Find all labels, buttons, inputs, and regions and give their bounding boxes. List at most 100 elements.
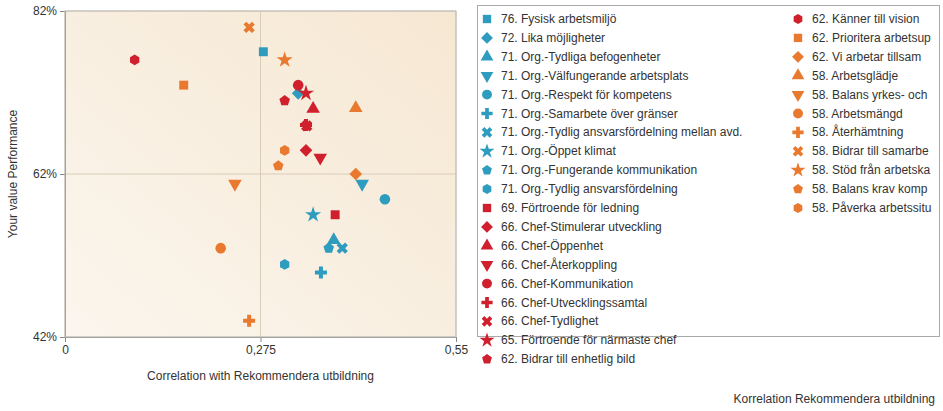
tick-label: 42% <box>33 330 57 344</box>
legend-label: 65. Förtroende för närmaste chef <box>501 333 677 347</box>
tick-label: 82% <box>33 4 57 18</box>
legend-marker <box>790 162 805 176</box>
legend-label: 69. Förtroende för ledning <box>501 201 639 215</box>
legend-marker <box>792 68 805 79</box>
tick: 62% <box>33 167 65 181</box>
point <box>323 243 334 253</box>
legend-marker <box>483 204 491 212</box>
legend-marker <box>790 143 806 159</box>
tick: 82% <box>33 4 65 18</box>
point <box>277 51 293 66</box>
legend-label: 62. Prioritera arbetsup <box>812 31 931 45</box>
grid-line-y <box>65 174 456 175</box>
point <box>293 80 304 91</box>
legend-label: 58. Påverka arbetssitu <box>812 201 931 215</box>
legend-box <box>478 6 940 337</box>
legend-label: 71. Org.-Öppet klimat <box>501 144 616 158</box>
axis-line <box>66 338 457 343</box>
point <box>280 259 289 270</box>
y-axis-title: Your value Performance <box>6 110 20 239</box>
legend-marker <box>482 354 492 363</box>
legend-marker <box>479 124 495 140</box>
legend: 76. Fysisk arbetsmiljö 72. Lika möjlighet… <box>478 6 940 367</box>
x-axis: 0 0,275 0,55 <box>62 337 468 357</box>
legend-marker <box>792 127 803 138</box>
point <box>228 180 242 192</box>
tick-label: 62% <box>33 167 57 181</box>
legend-marker <box>794 203 803 213</box>
point <box>300 144 313 157</box>
tick-mark <box>60 11 65 12</box>
legend-marker <box>479 143 494 157</box>
legend-label: 58. Balans krav komp <box>812 182 928 196</box>
legend-marker <box>479 332 494 346</box>
legend-marker <box>794 34 802 42</box>
legend-label: 71. Org.-Tydlig ansvarsfördelning mellan… <box>501 125 742 139</box>
legend-marker <box>792 91 805 102</box>
tick-mark <box>60 174 65 175</box>
legend-marker <box>481 32 493 44</box>
legend-label: 71. Org.-Respekt för kompetens <box>501 88 672 102</box>
tick-mark <box>261 337 262 342</box>
point <box>331 210 340 219</box>
point <box>215 243 226 254</box>
tick-label: 0,275 <box>246 343 276 357</box>
point <box>306 101 320 113</box>
legend-label: 58. Arbetsmängd <box>812 107 903 121</box>
chart: 0 0,275 0,55 42% 62% 82% Correlation with Reko… <box>0 0 943 411</box>
legend-label: 62. Vi arbetar tillsam <box>812 50 921 64</box>
legend-marker <box>481 238 494 249</box>
legend-label: 71. Org.-Välfungerande arbetsplats <box>501 69 688 83</box>
points <box>130 19 390 327</box>
legend-marker <box>481 261 494 272</box>
legend-label: 71. Org.-Tydliga befogenheter <box>501 50 660 64</box>
tick: 42% <box>33 330 65 344</box>
point <box>349 100 363 112</box>
point <box>280 145 289 156</box>
point <box>241 19 258 36</box>
y-axis: 42% 62% 82% <box>33 4 66 344</box>
point <box>279 95 290 105</box>
legend-label: 66. Chef-Tydlighet <box>501 314 599 328</box>
legend-label: 76. Fysisk arbetsmiljö <box>501 12 617 26</box>
legend-marker <box>483 184 492 194</box>
legend-label: 71. Org.-Samarbete över gränser <box>501 107 678 121</box>
annotation: Korrelation Rekommendera utbildning <box>734 392 935 406</box>
legend-marker <box>481 49 494 60</box>
point <box>130 55 139 66</box>
point <box>315 267 327 279</box>
tick-mark <box>60 337 65 338</box>
legend-label: 58. Balans yrkes- och <box>812 88 927 102</box>
legend-label: 66. Chef-Återkoppling <box>501 257 617 272</box>
point <box>380 194 391 205</box>
legend-label: 72. Lika möjligheter <box>501 31 605 45</box>
legend-marker <box>483 15 491 23</box>
legend-label: 58. Bidrar till samarbe <box>812 144 929 158</box>
point <box>313 154 327 166</box>
x-axis-title: Correlation with Rekommendera utbildning <box>147 369 374 383</box>
tick: 0 <box>62 337 69 357</box>
plot-background <box>65 11 456 337</box>
legend-marker <box>794 14 803 24</box>
plot-frame <box>65 11 456 337</box>
point <box>243 315 255 327</box>
legend-label: 58. Arbetsglädje <box>812 69 898 83</box>
legend-label: 66. Chef-Öppenhet <box>501 239 604 253</box>
legend-label: 66. Chef-Kommunikation <box>501 277 633 291</box>
point <box>259 47 268 56</box>
point <box>327 232 341 244</box>
legend-marker <box>481 72 494 83</box>
point <box>355 180 369 192</box>
legend-label: 62. Bidrar till enhetlig bild <box>501 352 635 366</box>
legend-label: 58. Återhämtning <box>812 124 903 139</box>
point <box>349 168 362 181</box>
tick: 0,55 <box>445 337 469 357</box>
legend-marker <box>793 184 803 193</box>
legend-marker <box>481 221 493 233</box>
tick-mark <box>456 337 457 342</box>
point <box>305 206 321 221</box>
point <box>273 160 284 170</box>
point <box>334 240 351 257</box>
legend-label: 66. Chef-Utvecklingssamtal <box>501 296 647 310</box>
legend-label: 62. Känner till vision <box>812 12 919 26</box>
